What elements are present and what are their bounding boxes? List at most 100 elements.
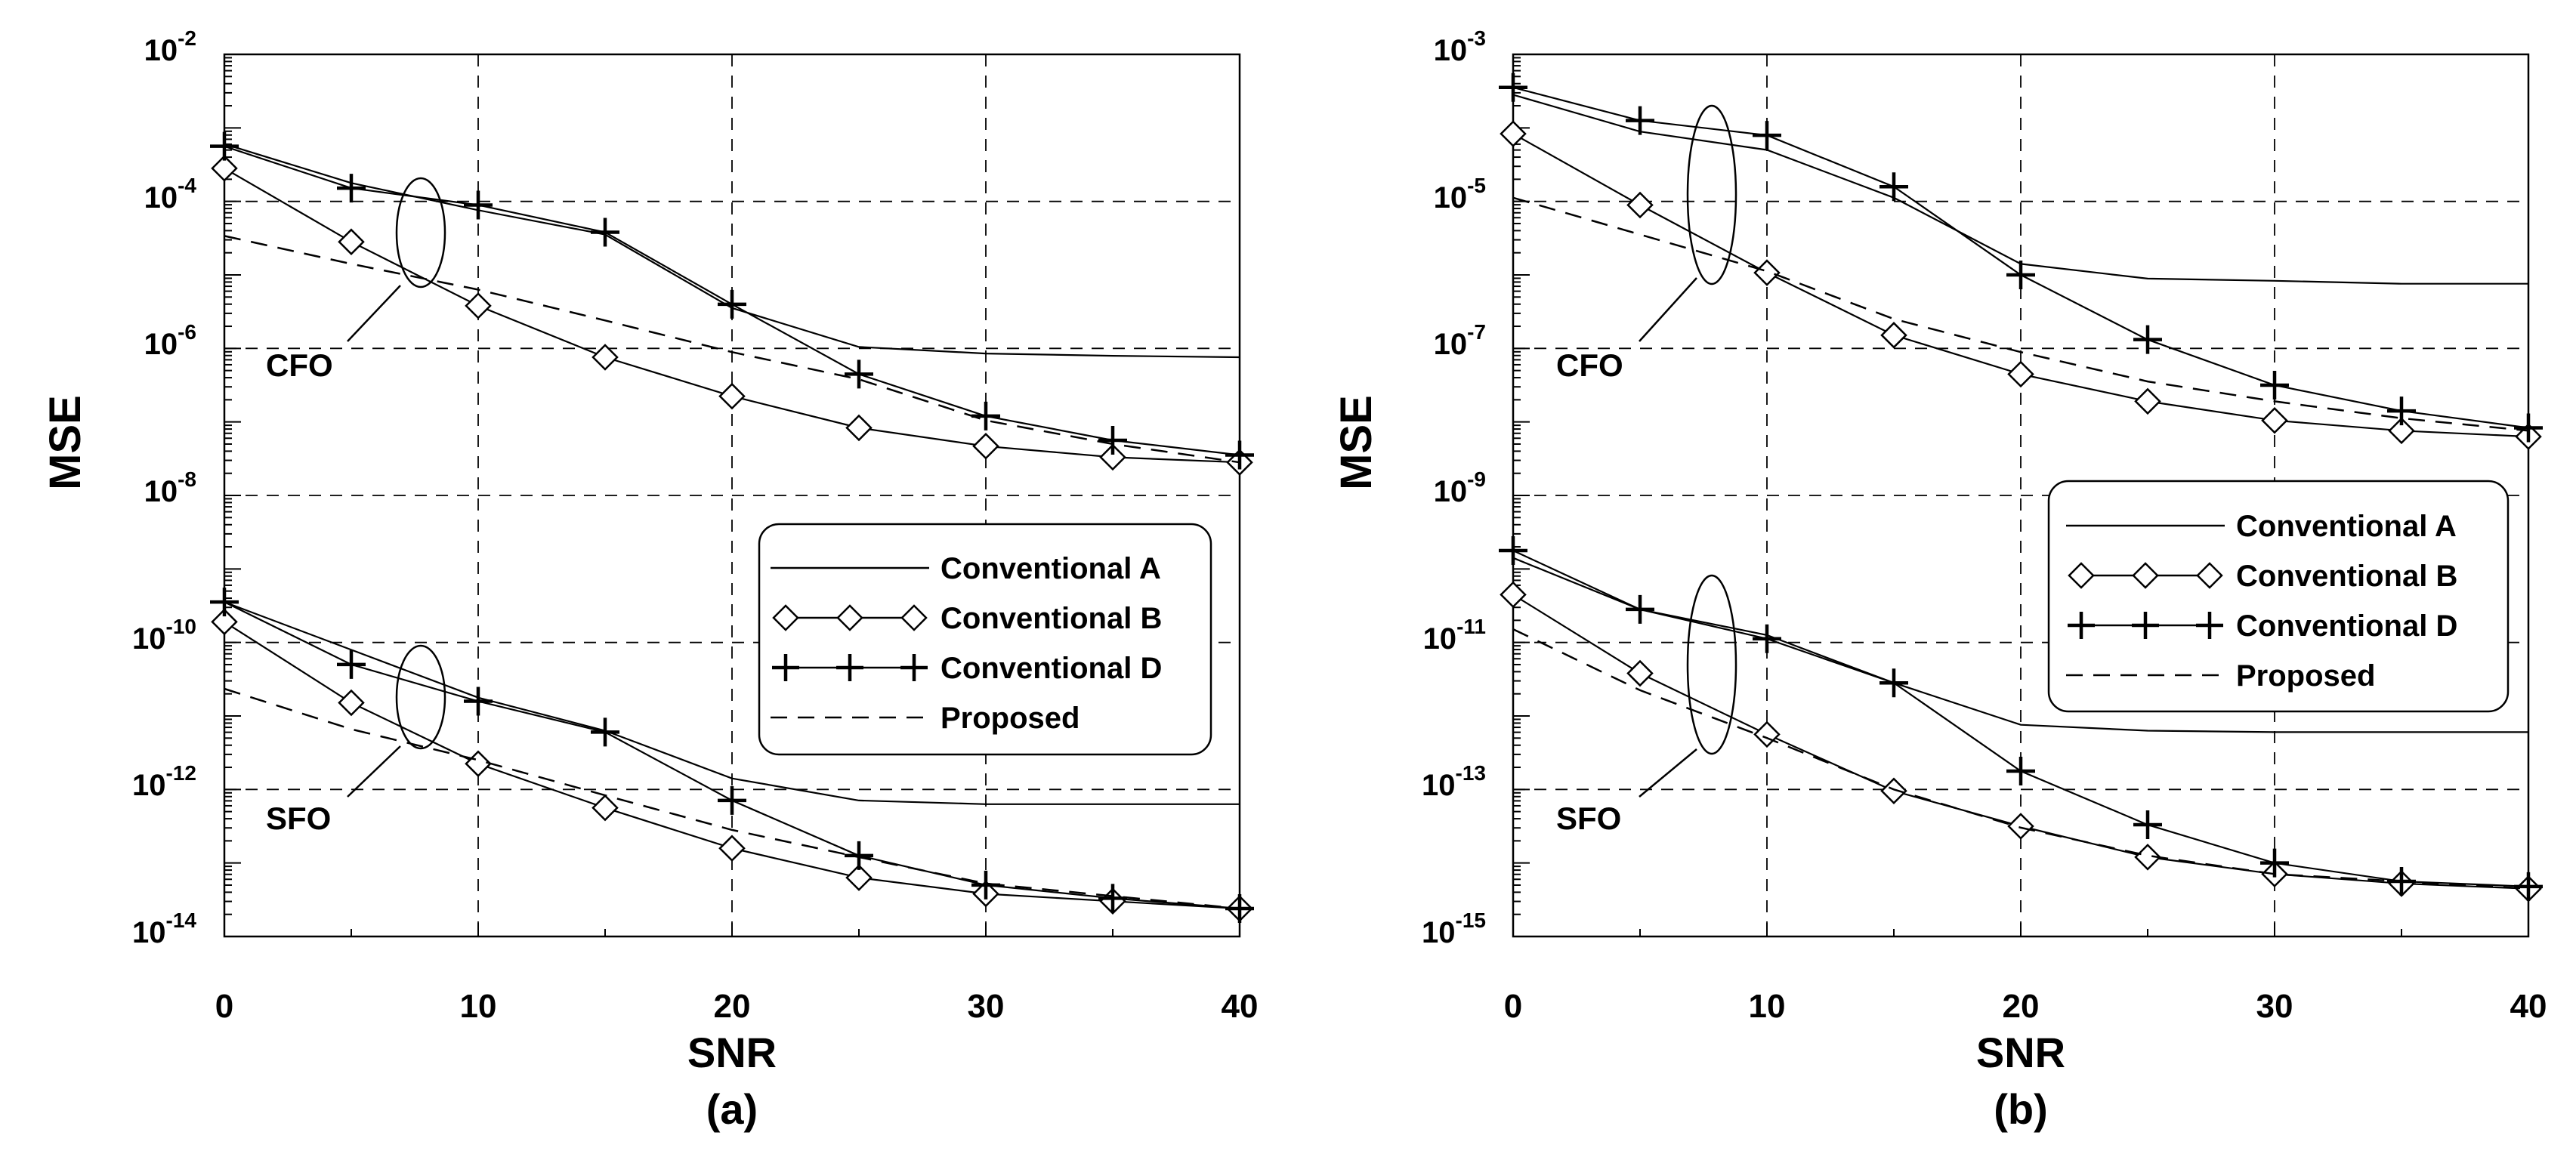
- group-cfo-b: [1499, 73, 2543, 450]
- data-point-conventional-d: [1626, 594, 1654, 624]
- data-point-conventional-d: [210, 131, 239, 161]
- data-point-conventional-d: [591, 218, 619, 247]
- y-tick-label: 10-4: [144, 174, 197, 214]
- data-point-conventional-b: [338, 228, 365, 255]
- data-point-conventional-b: [1880, 322, 1907, 349]
- sfo-ellipse: [395, 644, 446, 750]
- y-tick-label: 10-2: [144, 26, 196, 67]
- data-point-conventional-b: [2007, 360, 2034, 388]
- legend-symbol-conventional-d: [772, 654, 928, 681]
- panel-label-b: (b): [1994, 1085, 2048, 1133]
- x-tick-label: 10: [1749, 988, 1786, 1025]
- x-tick-label: 10: [460, 988, 497, 1025]
- data-point-conventional-b: [1626, 191, 1654, 219]
- cfo-annotation-b: CFO: [1556, 104, 1737, 383]
- data-point-conventional-b: [718, 382, 746, 410]
- y-axis-label-b: MSE: [1332, 395, 1381, 490]
- data-point-conventional-d: [2260, 371, 2289, 400]
- data-point-conventional-d: [2514, 872, 2543, 901]
- data-point-conventional-b: [1500, 581, 1527, 609]
- data-point-conventional-d: [2387, 396, 2416, 426]
- series-line-conventional-a: [224, 601, 1240, 805]
- series-line-proposed: [1512, 628, 2529, 890]
- legend-b: Conventional A Conventional B Convention…: [2047, 480, 2510, 713]
- cfo-annotation-a: CFO: [266, 177, 446, 383]
- data-point-conventional-d: [337, 174, 366, 203]
- data-point-conventional-b: [2388, 417, 2415, 445]
- x-tick-label: 40: [2510, 988, 2547, 1025]
- sfo-annotation-b: SFO: [1556, 574, 1737, 836]
- legend-label-conventional-b: Conventional B: [941, 602, 1162, 635]
- data-point-conventional-b: [211, 155, 238, 182]
- y-tick-label: 10-13: [1422, 761, 1486, 802]
- sfo-label: SFO: [1556, 801, 1621, 836]
- y-tick-label: 10-15: [1422, 909, 1486, 949]
- data-point-conventional-d: [845, 841, 873, 870]
- cfo-label: CFO: [1556, 347, 1623, 383]
- series-line-proposed: [1512, 196, 2529, 432]
- data-point-conventional-d: [1225, 894, 1254, 924]
- y-tick-labels-a: 10-2 10-4 10-6 10-8 10-10 10-12 10-14: [132, 26, 196, 949]
- data-point-conventional-d: [1626, 106, 1654, 135]
- panel-a: 10-2 10-4 10-6 10-8 10-10 10-12 10-14 0 …: [41, 26, 1258, 1133]
- x-tick-label: 40: [1222, 988, 1259, 1025]
- panel-label-a: (a): [706, 1085, 758, 1133]
- series-line-proposed: [224, 687, 1240, 910]
- data-point-conventional-d: [210, 588, 239, 617]
- sfo-label: SFO: [266, 801, 331, 836]
- cfo-label: CFO: [266, 347, 333, 383]
- y-tick-label: 10-8: [144, 467, 196, 508]
- group-sfo-b: [1499, 536, 2543, 903]
- data-point-conventional-b: [845, 864, 873, 891]
- y-tick-label: 10-10: [132, 615, 196, 656]
- data-point-conventional-d: [1753, 624, 1781, 653]
- data-point-conventional-d: [718, 289, 746, 319]
- cfo-leader-line: [347, 285, 401, 342]
- series-line-proposed: [224, 235, 1240, 464]
- x-tick-label: 0: [215, 988, 233, 1025]
- sfo-leader-line: [1639, 748, 1697, 798]
- y-tick-labels-b: 10-3 10-5 10-7 10-9 10-11 10-13 10-15: [1422, 26, 1486, 949]
- legend-label-proposed: Proposed: [2236, 659, 2375, 693]
- x-axis-label-a: SNR: [687, 1029, 777, 1076]
- cfo-ellipse: [1686, 104, 1737, 285]
- data-point-conventional-b: [718, 835, 746, 862]
- data-point-conventional-b: [2134, 387, 2161, 415]
- data-point-conventional-d: [1499, 73, 1527, 102]
- sfo-ellipse: [1686, 574, 1737, 755]
- x-tick-label: 30: [2256, 988, 2293, 1025]
- data-point-conventional-d: [464, 687, 493, 716]
- data-point-conventional-b: [845, 414, 873, 442]
- legend-label-proposed: Proposed: [941, 702, 1080, 735]
- data-point-conventional-d: [1879, 172, 1908, 202]
- legend-label-conventional-d: Conventional D: [941, 652, 1162, 685]
- x-tick-labels-a: 0 10 20 30 40: [215, 988, 1259, 1025]
- x-tick-labels-b: 0 10 20 30 40: [1504, 988, 2547, 1025]
- data-point-conventional-d: [1098, 884, 1127, 913]
- data-point-conventional-d: [591, 717, 619, 747]
- legend-symbol-conventional-b: [772, 604, 928, 631]
- data-point-conventional-d: [1098, 426, 1127, 455]
- data-point-conventional-d: [1225, 440, 1254, 470]
- x-tick-label: 30: [968, 988, 1005, 1025]
- y-tick-label: 10-3: [1434, 26, 1486, 67]
- y-axis-ticks: [1512, 54, 2529, 937]
- cfo-ellipse: [395, 177, 446, 288]
- data-point-conventional-d: [2133, 810, 2162, 840]
- panel-b: 10-3 10-5 10-7 10-9 10-11 10-13 10-15 0 …: [1332, 26, 2547, 1133]
- data-point-conventional-b: [1500, 120, 1527, 147]
- sfo-leader-line: [347, 745, 401, 798]
- data-point-conventional-d: [337, 650, 366, 679]
- y-tick-label: 10-9: [1434, 467, 1486, 508]
- x-axis-label-b: SNR: [1976, 1029, 2065, 1076]
- y-tick-label: 10-11: [1423, 615, 1486, 656]
- data-point-conventional-b: [2007, 813, 2034, 840]
- legend-label-conventional-a: Conventional A: [941, 552, 1161, 585]
- y-axis-ticks: [224, 54, 1240, 937]
- data-point-conventional-d: [2006, 261, 2035, 289]
- legend-symbol-conventional-b: [2068, 562, 2223, 589]
- y-axis-label-a: MSE: [41, 395, 90, 490]
- group-sfo-a: [210, 588, 1254, 924]
- group-cfo-a: [210, 131, 1254, 476]
